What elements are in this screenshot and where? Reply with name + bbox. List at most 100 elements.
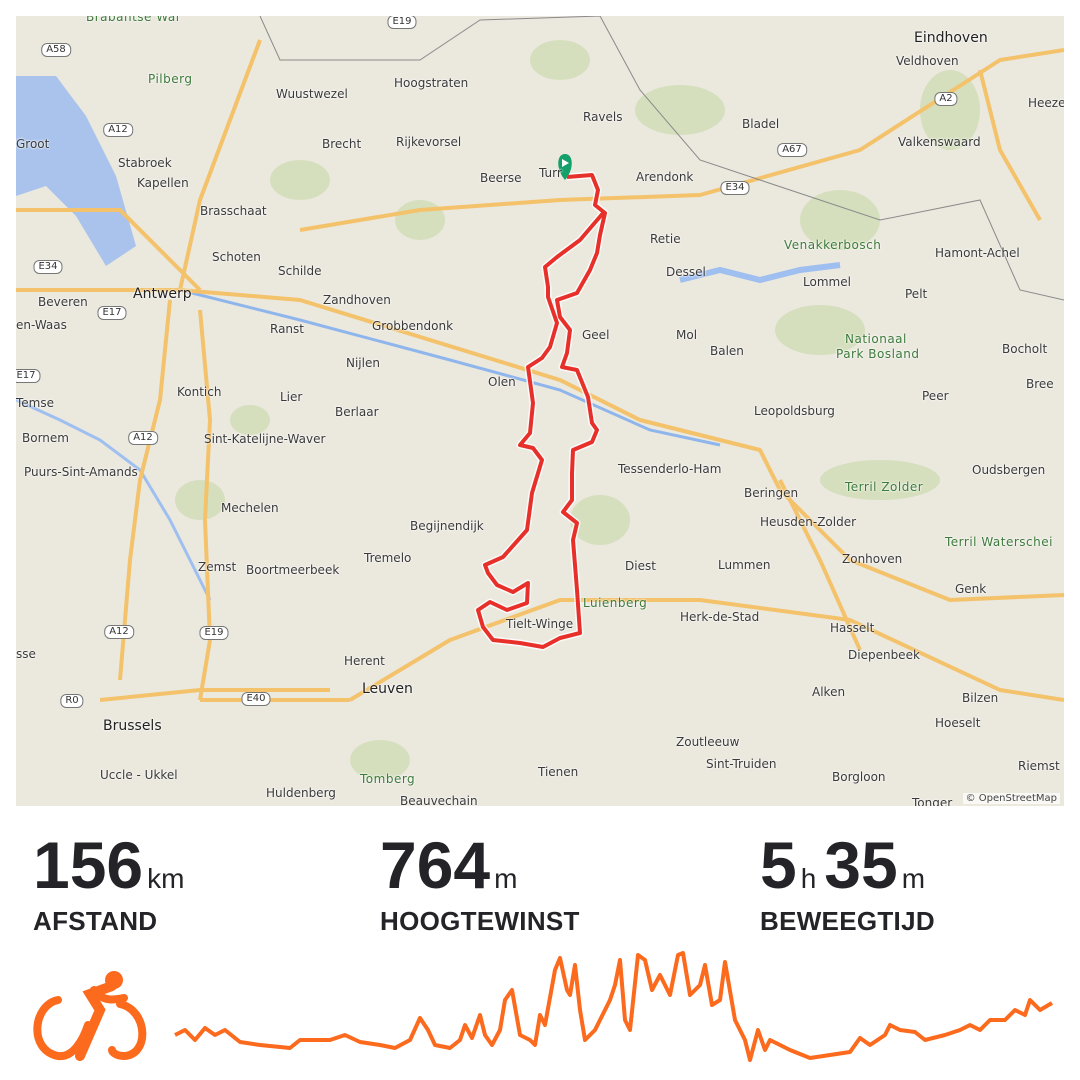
- map-label-zoutleeuw: Zoutleeuw: [676, 735, 740, 749]
- lakes: [679, 262, 841, 284]
- forest-area: [350, 740, 410, 780]
- map-label-schoten: Schoten: [212, 250, 261, 264]
- map-label-waas: en-Waas: [16, 318, 67, 332]
- stat-distance: 156 km AFSTAND: [33, 832, 192, 937]
- stat-elevation-gain: 764 m HOOGTEWINST: [380, 832, 580, 937]
- distance-unit: km: [147, 863, 185, 894]
- road-shield-e17: E17: [97, 306, 127, 320]
- forest-area: [270, 160, 330, 200]
- map-label-herent: Herent: [344, 654, 385, 668]
- map-attribution[interactable]: © OpenStreetMap: [962, 793, 1060, 804]
- stat-moving-time: 5 h 35 m BEWEEGTIJD: [760, 832, 935, 937]
- hours-unit: h: [800, 863, 817, 894]
- map-label-herk: Herk-de-Stad: [680, 610, 760, 624]
- map-label-leuven: Leuven: [362, 681, 413, 697]
- map-label-turnhout: Turr: [539, 166, 562, 180]
- map-label-pilberg: Pilberg: [148, 72, 193, 86]
- elevation-profile-line: [174, 951, 1054, 1062]
- albert-canal: [179, 288, 721, 447]
- map-label-diest: Diest: [625, 559, 656, 573]
- map-label-retie: Retie: [650, 232, 681, 246]
- highway: [978, 69, 1042, 221]
- map-label-geel: Geel: [582, 328, 610, 342]
- forest-area: [800, 190, 880, 250]
- map-label-pelt: Pelt: [905, 287, 928, 301]
- map-label-bree: Bree: [1026, 377, 1054, 391]
- map-label-berlaar: Berlaar: [335, 405, 379, 419]
- highway: [778, 479, 862, 651]
- map-label-bilzen: Bilzen: [962, 691, 999, 705]
- map-label-bocholt: Bocholt: [1002, 342, 1048, 356]
- map-label-borgloon: Borgloon: [832, 770, 886, 784]
- map-label-peer: Peer: [922, 389, 949, 403]
- map-label-leopoldsburg: Leopoldsburg: [754, 404, 835, 418]
- forest-area: [775, 305, 865, 355]
- map-label-mechelen: Mechelen: [221, 501, 279, 515]
- map-label-rijkevorsel: Rijkevorsel: [396, 135, 462, 149]
- map-label-brasschaat: Brasschaat: [200, 204, 267, 218]
- route-outline: [474, 171, 609, 651]
- hours-value: 5: [760, 828, 797, 902]
- map-label-brecht: Brecht: [322, 137, 362, 151]
- highway: [299, 48, 1064, 232]
- elevation-value: 764: [380, 828, 491, 902]
- road-shield-e19: E19: [387, 16, 417, 29]
- map-label-tomberg: Tomberg: [360, 772, 416, 786]
- map-label-beerse: Beerse: [480, 171, 522, 185]
- road-shield-a58: A58: [41, 43, 71, 57]
- map-label-tienen: Tienen: [538, 765, 579, 779]
- road-shield-a12: A12: [104, 625, 134, 639]
- route-line: [476, 173, 607, 649]
- map-label-kontich: Kontich: [177, 385, 222, 399]
- map-label-stabroek: Stabroek: [118, 156, 172, 170]
- map-label-genk: Genk: [955, 582, 987, 596]
- map-label-ravels: Ravels: [583, 110, 623, 124]
- map-label-valkenswaard: Valkenswaard: [898, 135, 981, 149]
- map-label-uccle: Uccle - Ukkel: [100, 768, 178, 782]
- road-shield-e19: E19: [199, 626, 229, 640]
- map-label-antwerp: Antwerp: [133, 286, 192, 302]
- map-label-temse: Temse: [16, 396, 54, 410]
- map-label-huldenberg: Huldenberg: [266, 786, 336, 800]
- map-label-terrilzolder: Terril Zolder: [845, 480, 924, 494]
- map-label-beringen: Beringen: [744, 486, 799, 500]
- map-label-luienberg: Luienberg: [583, 596, 648, 610]
- highway: [16, 208, 202, 292]
- elevation-unit: m: [494, 863, 518, 894]
- map-label-grobbendonk: Grobbendonk: [372, 319, 454, 333]
- map-label-beveren: Beveren: [38, 295, 88, 309]
- play-icon: [562, 159, 569, 167]
- forest-area: [920, 70, 980, 150]
- road-shield-a12: A12: [103, 123, 133, 137]
- minutes-unit: m: [901, 863, 926, 894]
- river: [16, 398, 212, 601]
- map-label-eindhoven: Eindhoven: [914, 30, 988, 46]
- map-label-tremelo: Tremelo: [364, 551, 412, 565]
- map-label-groot: Groot: [16, 137, 50, 151]
- map-label-tessenderlo: Tessenderlo-Ham: [618, 462, 722, 476]
- forest-area: [530, 40, 590, 80]
- forest-area: [820, 460, 940, 500]
- map-label-veldhoven: Veldhoven: [896, 54, 959, 68]
- map-label-begijnendijk: Begijnendijk: [410, 519, 484, 533]
- map-label-schilde: Schilde: [278, 264, 322, 278]
- forest-area: [230, 405, 270, 435]
- road-shield-a2: A2: [934, 92, 958, 106]
- map-label-zonhoven: Zonhoven: [842, 552, 903, 566]
- road-shield-r0: R0: [60, 694, 84, 708]
- map-label-hoogstraten: Hoogstraten: [394, 76, 469, 90]
- distance-value: 156: [33, 828, 144, 902]
- forest-area: [570, 495, 630, 545]
- map-label-heusden: Heusden-Zolder: [760, 515, 857, 529]
- map-label-brabantse: Brabantse Wal: [86, 16, 180, 24]
- map-label-zandhoven: Zandhoven: [323, 293, 391, 307]
- route-map[interactable]: Eindhoven Veldhoven Heeze Pilberg Wuustwezel…: [16, 16, 1064, 806]
- map-label-sinttruiden: Sint-Truiden: [706, 757, 777, 771]
- map-label-brussels: Brussels: [103, 718, 162, 734]
- map-label-heeze: Heeze: [1028, 96, 1064, 110]
- map-label-riemst: Riemst: [1018, 759, 1060, 773]
- road-shield-a12: A12: [128, 431, 158, 445]
- highway: [198, 309, 212, 701]
- forest-area: [175, 480, 225, 520]
- map-label-mol: Mol: [676, 328, 698, 342]
